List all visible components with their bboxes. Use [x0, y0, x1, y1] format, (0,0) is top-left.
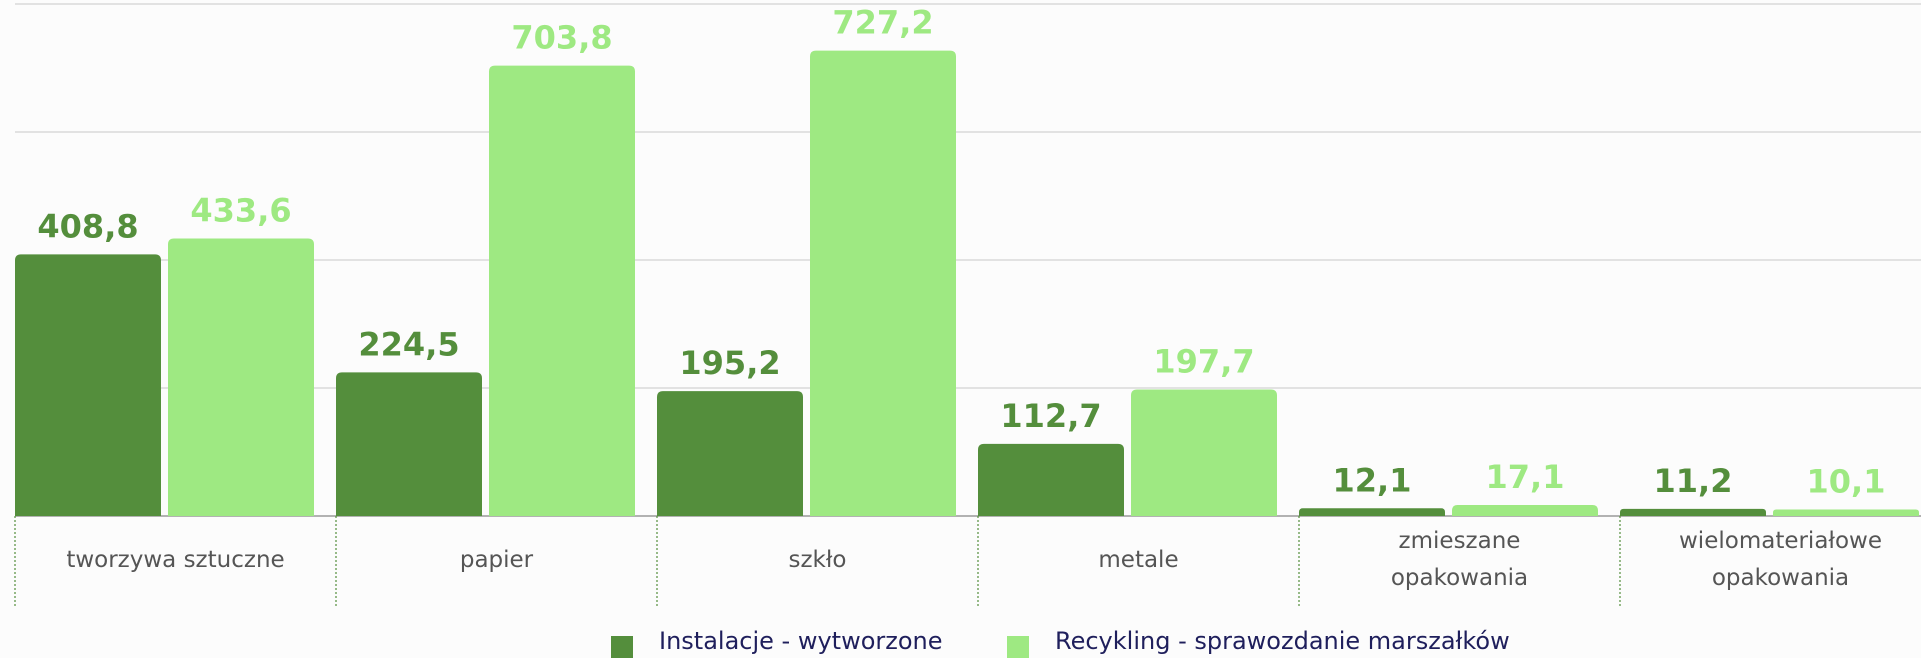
value-label: 17,1 [1486, 458, 1565, 496]
bar [657, 391, 803, 516]
value-label: 11,2 [1654, 462, 1733, 500]
x-tick-label: szkło [788, 546, 847, 573]
x-tick-label: metale [1098, 546, 1179, 573]
value-label: 433,6 [190, 191, 291, 229]
bar [1773, 509, 1919, 516]
value-label: 727,2 [832, 4, 933, 42]
x-tick-label: zmieszane opakowania [1390, 528, 1529, 591]
value-label: 112,7 [1000, 397, 1101, 435]
legend-label: Recykling - sprawozdanie marszałków [1055, 627, 1510, 655]
x-tick-label: wielomateriałowe opakowania [1679, 528, 1882, 591]
bar [168, 238, 314, 516]
bar [15, 254, 161, 517]
bar [1620, 508, 1766, 516]
value-label: 703,8 [511, 19, 612, 57]
bar [336, 372, 482, 516]
legend-swatch [1007, 636, 1029, 658]
value-label: 12,1 [1333, 461, 1412, 499]
x-tick-label: tworzywa sztuczne [66, 546, 285, 573]
bar [1452, 505, 1598, 516]
value-label: 224,5 [358, 325, 459, 363]
bar [978, 443, 1124, 516]
bar [489, 65, 635, 517]
x-tick-label: papier [459, 546, 534, 573]
bar [1299, 508, 1445, 516]
bar [1131, 389, 1277, 516]
value-label: 195,2 [679, 344, 780, 382]
value-label: 197,7 [1153, 342, 1254, 380]
legend-swatch [611, 636, 633, 658]
value-label: 408,8 [37, 207, 138, 245]
value-label: 10,1 [1807, 463, 1886, 501]
bar [810, 50, 956, 516]
legend-label: Instalacje - wytworzone [659, 627, 943, 655]
